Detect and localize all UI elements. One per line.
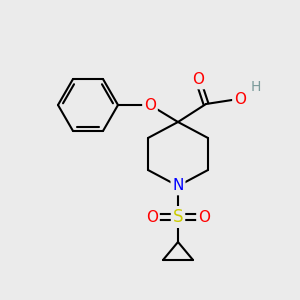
Text: O: O xyxy=(192,73,204,88)
Text: N: N xyxy=(172,178,184,194)
Text: O: O xyxy=(144,98,156,112)
Text: O: O xyxy=(234,92,246,107)
Text: O: O xyxy=(198,209,210,224)
Text: S: S xyxy=(173,208,183,226)
Text: O: O xyxy=(146,209,158,224)
Text: H: H xyxy=(251,80,261,94)
